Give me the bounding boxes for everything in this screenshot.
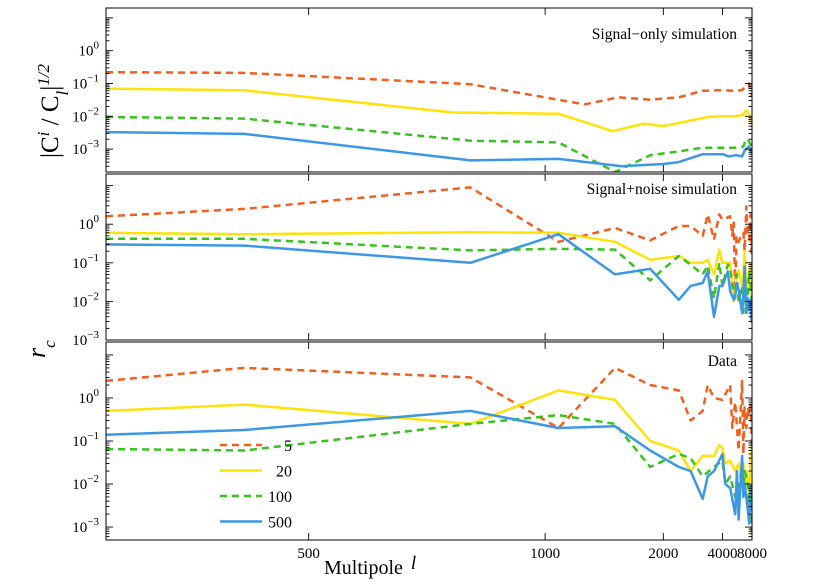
y-axis-label-top: |Ci / Cl|1/2	[34, 63, 72, 158]
series-line-5	[106, 70, 752, 106]
x-axis-label: Multipole l	[324, 553, 416, 579]
series-line-20	[106, 230, 752, 314]
series-line-20	[106, 389, 752, 499]
series-line-500	[106, 409, 752, 525]
legend-label-500: 500	[268, 515, 292, 532]
y-tick-label: 10−2	[72, 105, 99, 125]
y-axis-label-lower: rc	[22, 340, 59, 358]
panel-frame	[105, 7, 753, 173]
series-line-500	[106, 130, 752, 168]
panel-frame	[105, 173, 753, 341]
y-tick-label: 10−3	[72, 329, 99, 349]
y-tick-label: 100	[79, 40, 100, 60]
panel-2: 10−3 10−2 10−1 100 Signal+noise simulation	[72, 173, 753, 349]
y-tick-label: 10−2	[72, 473, 99, 493]
y-tick-label: 10−2	[72, 290, 99, 310]
y-tick-label: 10−1	[72, 252, 99, 272]
series-line-100	[106, 413, 752, 533]
panel-annotation: Signal−only simulation	[592, 26, 737, 43]
y-tick-label: 100	[79, 387, 100, 407]
legend-label-20: 20	[276, 464, 292, 481]
legend-label-100: 100	[268, 489, 292, 506]
panel-annotation: Data	[708, 353, 737, 370]
series-group	[106, 366, 752, 533]
series-line-5	[106, 366, 752, 456]
series-group	[106, 70, 752, 172]
series-line-500	[106, 232, 752, 323]
y-tick-label: 10−1	[72, 430, 99, 450]
y-tick-label: 10−3	[72, 138, 99, 158]
y-tick-label: 100	[79, 213, 100, 233]
x-tick-label: 2000	[648, 546, 678, 562]
legend-label-5: 5	[284, 438, 292, 455]
x-tick-label: 4000	[707, 546, 737, 562]
y-tick-label: 10−3	[72, 516, 99, 536]
series-line-20	[106, 87, 752, 133]
series-line-100	[106, 237, 752, 315]
panel-annotation: Signal+noise simulation	[587, 181, 738, 198]
x-tick-label: 1000	[530, 546, 560, 562]
series-line-5	[106, 186, 752, 300]
panel-1: 10−3 10−2 10−1 100 Signal−only simulation	[72, 7, 753, 173]
legend: 5 20 100 500	[220, 438, 292, 532]
x-tick-label: 500	[297, 546, 320, 562]
x-tick-label: 8000	[737, 546, 767, 562]
panel-3: 10−3 10−2 10−1 100 500 1000 2000 4000 8000 Data	[72, 341, 767, 562]
series-group	[106, 186, 752, 323]
y-tick-label: 10−1	[72, 72, 99, 92]
